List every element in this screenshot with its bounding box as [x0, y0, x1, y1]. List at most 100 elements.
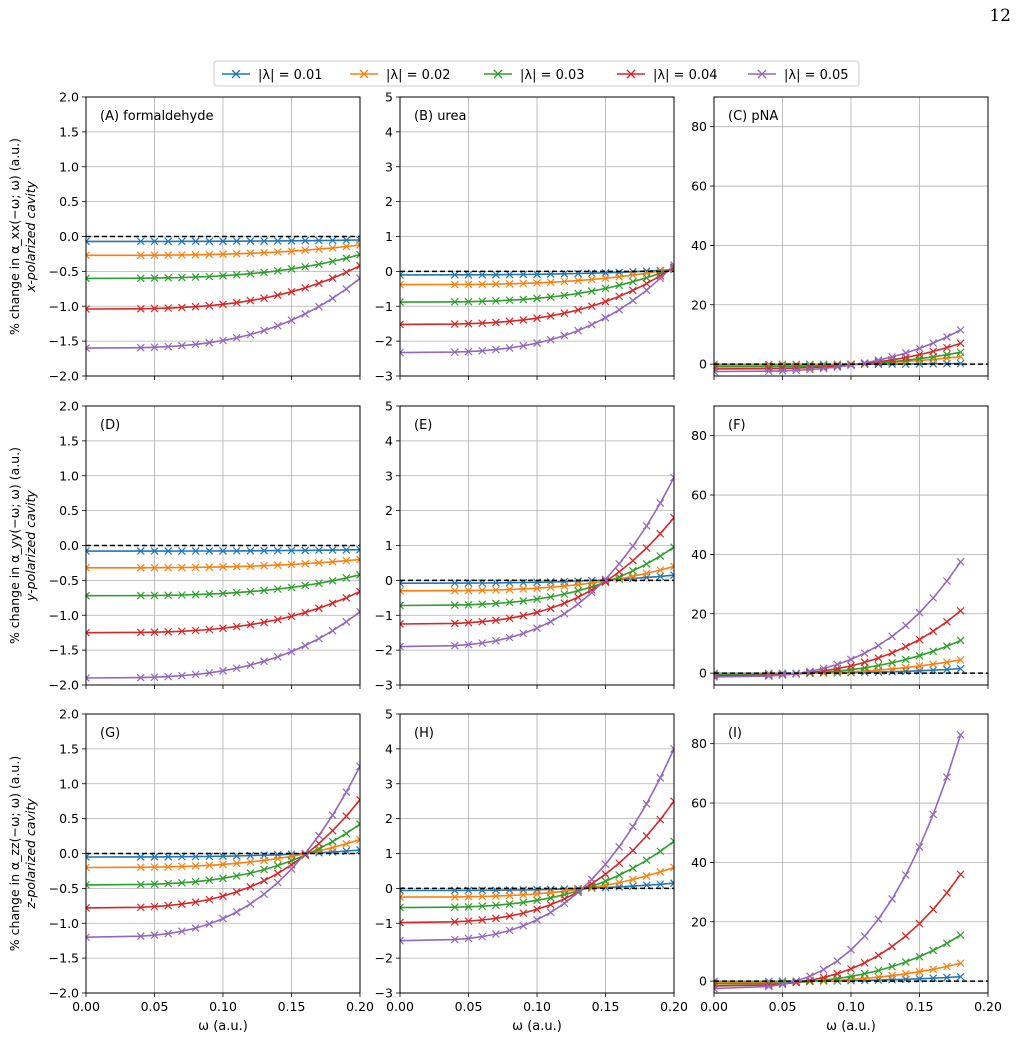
data-point — [150, 863, 159, 872]
data-point — [464, 586, 473, 595]
data-point — [205, 338, 214, 347]
data-point — [929, 339, 938, 347]
data-point — [656, 274, 665, 283]
data-point — [819, 965, 828, 974]
y-tick-label: −2.0 — [49, 369, 79, 384]
data-point — [560, 599, 569, 608]
data-point — [86, 251, 90, 260]
data-point — [191, 547, 200, 555]
data-point — [942, 658, 951, 667]
series-line — [714, 639, 961, 676]
data-point — [260, 865, 269, 874]
data-point — [519, 597, 528, 605]
data-point — [400, 270, 404, 279]
data-point — [505, 633, 514, 642]
data-point — [915, 344, 924, 353]
data-point — [287, 865, 296, 874]
series-line — [86, 590, 360, 634]
data-point — [164, 237, 173, 246]
y-tick-label: 60 — [691, 796, 707, 811]
x-tick-label: 0.10 — [837, 999, 865, 1014]
data-point — [915, 350, 924, 359]
data-point — [260, 890, 269, 899]
series-line — [400, 882, 674, 892]
panel-title: (E) — [414, 418, 432, 433]
data-point — [150, 563, 159, 572]
data-point — [519, 921, 528, 930]
data-point — [205, 272, 214, 281]
data-point — [400, 642, 404, 651]
data-point — [314, 302, 323, 311]
data-point — [478, 586, 487, 595]
data-point — [205, 563, 214, 572]
data-point — [656, 815, 665, 824]
data-point — [656, 529, 665, 538]
data-point — [847, 661, 855, 670]
panel-frame — [85, 405, 361, 686]
data-point — [929, 660, 938, 669]
data-point — [450, 280, 459, 289]
data-point — [778, 980, 787, 989]
data-point — [219, 624, 227, 633]
data-point — [574, 580, 583, 589]
data-point — [714, 367, 718, 376]
data-point — [642, 856, 651, 865]
data-point — [956, 606, 965, 615]
data-point — [450, 601, 459, 610]
y-tick-label: 60 — [691, 179, 707, 194]
data-point — [929, 905, 938, 914]
data-point — [136, 274, 145, 283]
data-point — [136, 547, 145, 555]
data-point — [450, 270, 459, 279]
data-point — [519, 909, 528, 918]
x-tick-label: 0.00 — [700, 999, 728, 1014]
data-point — [901, 621, 910, 630]
legend-frame — [213, 60, 860, 87]
x-tick-label: 0.20 — [660, 999, 688, 1014]
data-point — [574, 289, 583, 298]
data-point — [491, 599, 500, 608]
row-label-line1: % change in α_zz(−ω; ω) (a.u.) — [7, 756, 22, 951]
data-point — [164, 591, 173, 600]
data-point — [560, 899, 569, 908]
y-tick-label: 40 — [691, 547, 707, 562]
data-point — [400, 298, 404, 306]
data-point — [656, 499, 665, 508]
data-point — [491, 318, 500, 327]
data-point — [177, 303, 186, 312]
data-point — [956, 655, 965, 664]
data-point — [400, 320, 404, 329]
data-point — [642, 872, 651, 880]
data-point — [246, 620, 255, 629]
x-tick-label: 0.05 — [455, 999, 483, 1014]
data-point — [546, 908, 555, 917]
data-point — [587, 875, 596, 884]
data-point — [714, 361, 718, 370]
data-point — [356, 846, 360, 854]
x-axis-labels: ω (a.u.) ω (a.u.) ω (a.u.) — [198, 1019, 876, 1034]
data-point — [560, 582, 569, 591]
data-point — [205, 876, 214, 885]
data-point — [273, 878, 282, 887]
data-point — [177, 927, 186, 936]
data-point — [628, 556, 637, 565]
y-tick-label: 1.5 — [59, 741, 79, 756]
panel-title: (I) — [728, 726, 742, 741]
data-point — [205, 237, 214, 246]
data-point — [301, 608, 310, 617]
data-point — [546, 312, 555, 320]
y-tick-label: −1.5 — [49, 643, 79, 658]
data-point — [177, 563, 186, 572]
data-point — [400, 280, 404, 289]
data-point — [642, 273, 651, 282]
data-point — [656, 552, 665, 560]
data-point — [232, 908, 241, 916]
data-point — [901, 655, 910, 664]
data-point — [656, 880, 665, 889]
y-tick-label: 40 — [691, 855, 707, 870]
data-point — [847, 665, 855, 674]
data-point — [232, 664, 241, 673]
data-point — [86, 591, 90, 600]
data-point — [574, 326, 583, 335]
data-point — [601, 274, 610, 283]
